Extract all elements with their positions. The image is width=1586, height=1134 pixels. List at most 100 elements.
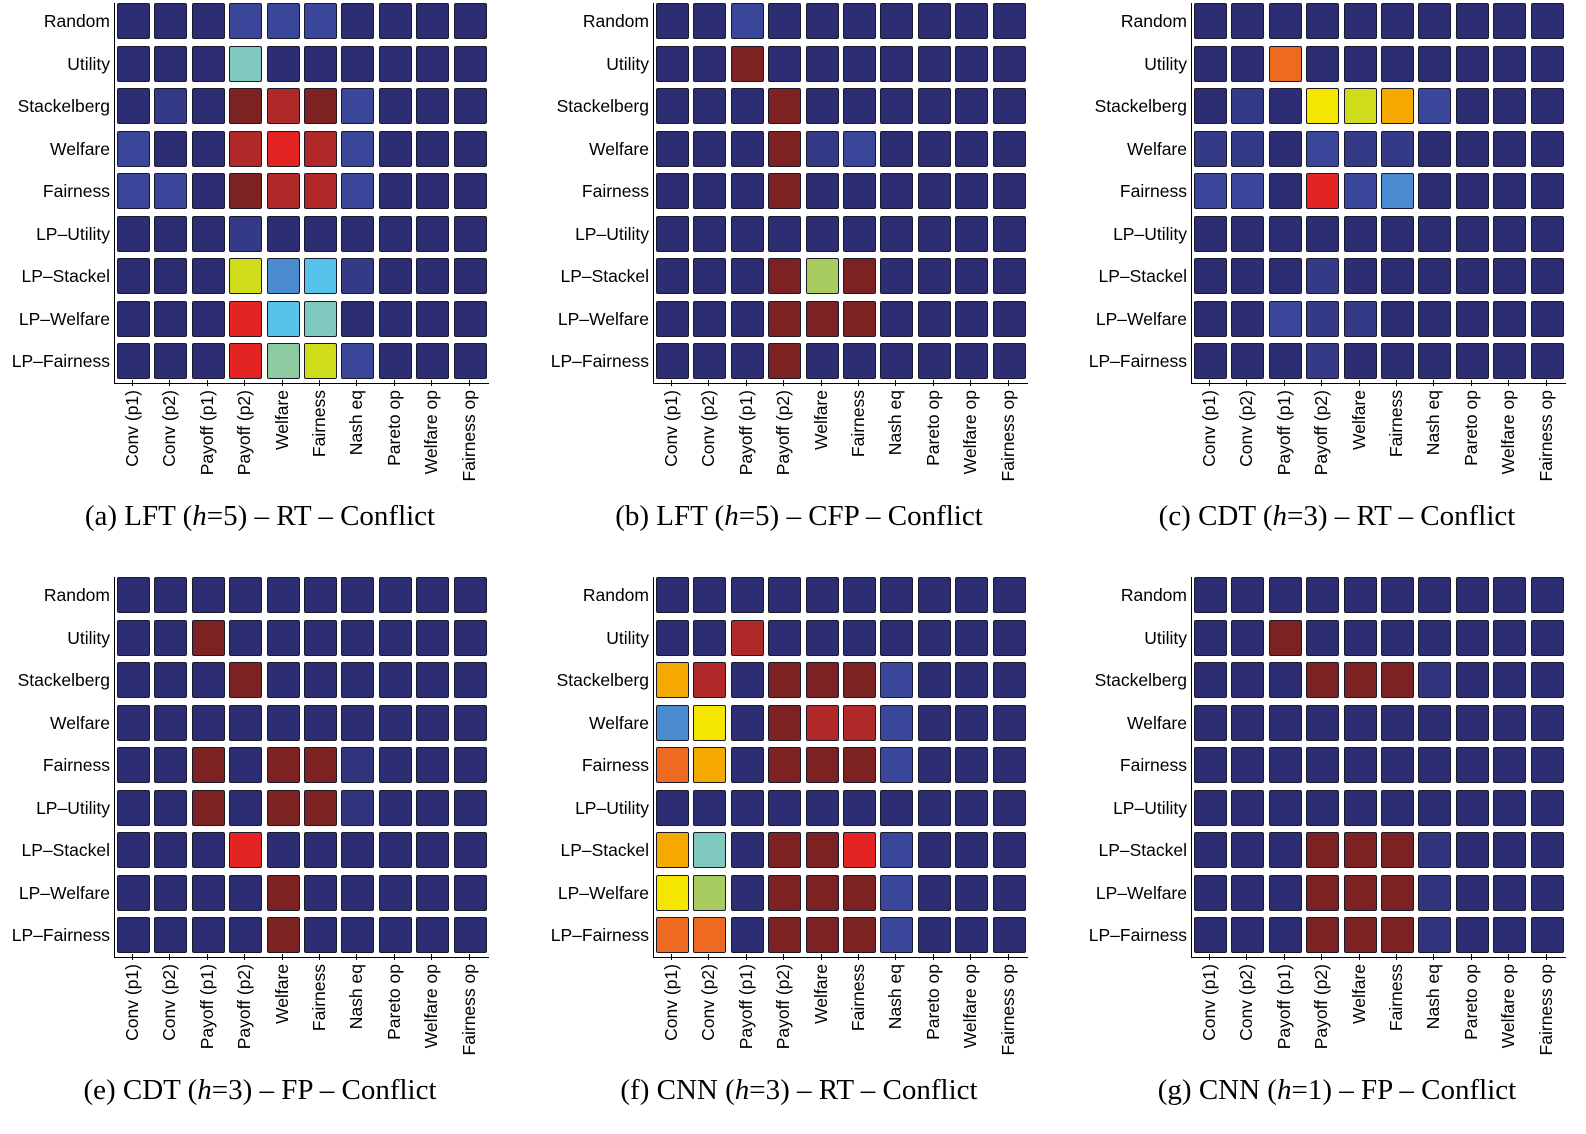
heatmap-cell [229,832,263,868]
heatmap-cell [880,832,914,868]
heatmap-cell [730,789,764,826]
col-label: Payoff (p1) [196,964,217,1050]
heatmap-cell [1231,300,1265,337]
heatmap-cell [304,173,337,209]
heatmap-cell [378,704,412,741]
heatmap-cell [1455,300,1489,337]
x-tick [244,380,246,386]
heatmap-cell [992,704,1026,741]
heatmap-cell [117,832,150,868]
row-label: Stackelberg [556,670,649,690]
heatmap-cell [992,747,1026,783]
heatmap-cell [266,704,300,741]
heatmap-cell [880,619,914,656]
col-label: Pareto op [383,964,404,1040]
row-label: LP–Stackel [560,840,649,860]
col-label: Fairness op [458,964,479,1056]
heatmap-cell [843,747,876,783]
caption-prefix: (g) CNN ( [1157,1074,1277,1106]
heatmap-cell [341,130,375,167]
heatmap-cell [191,173,225,209]
heatmap-cell [1493,45,1527,82]
heatmap-cell [1231,88,1265,124]
heatmap-cell [341,215,375,252]
row-label: Fairness [42,755,110,775]
heatmap-cell [1343,619,1377,656]
heatmap-cell [1381,45,1414,82]
heatmap-cell [730,874,764,911]
heatmap-cell [1268,3,1302,39]
row-label: LP–Utility [36,797,110,818]
heatmap-cell [843,874,876,911]
heatmap-cell [1268,130,1302,167]
heatmap-cell [917,3,951,39]
heatmap-cell [1455,832,1489,868]
heatmap-cell [191,215,225,252]
heatmap-cell [1194,215,1227,252]
heatmap-cell [1455,258,1489,294]
row-label: Stackelberg [1094,670,1187,690]
heatmap-panel: Random Utility Stackelberg Welfare Fairness L… [539,0,1069,560]
heatmap-cell [266,215,300,252]
heatmap-cell [917,215,951,252]
heatmap-cell [955,130,989,167]
row-label: LP–Utility [1113,223,1187,244]
heatmap-cell [805,45,839,82]
heatmap-cell [768,619,802,656]
heatmap-cell [1418,789,1452,826]
col-label: Payoff (p1) [1273,390,1294,476]
heatmap-cell [154,173,188,209]
heatmap-cell [453,343,487,379]
heatmap-cell [117,789,150,826]
heatmap-cell [917,832,951,868]
heatmap-cell [341,577,375,613]
heatmap-cell [1418,917,1452,953]
heatmap-cell [416,662,450,698]
heatmap-cell [266,832,300,868]
heatmap-cell [1455,88,1489,124]
heatmap-cell [378,88,412,124]
heatmap-cell [341,343,375,379]
row-label: Utility [67,627,110,648]
heatmap-cell [117,45,150,82]
heatmap-cell [843,832,876,868]
heatmap-cell [656,300,689,337]
heatmap-cell [1268,215,1302,252]
heatmap-cell [191,577,225,613]
heatmap-cell [117,300,150,337]
x-tick [895,954,897,960]
heatmap-cell [1418,832,1452,868]
x-tick [1209,380,1210,386]
x-tick [820,954,822,960]
x-tick [1007,954,1009,960]
x-tick [858,954,859,960]
row-label: LP–Utility [575,797,649,818]
heatmap-cell [378,874,412,911]
heatmap-cell [880,874,914,911]
heatmap-cell [1418,874,1452,911]
heatmap-cell [378,3,412,39]
x-tick [1470,954,1472,960]
heatmap-cell [191,789,225,826]
col-label: Fairness [1386,390,1406,458]
row-label: LP–Stackel [21,266,110,286]
col-label: Fairness op [997,390,1018,482]
heatmap-cell [805,258,839,294]
row-label: Random [43,11,110,31]
heatmap-cell [1268,343,1302,379]
heatmap-cell [229,215,263,252]
heatmap-cell [917,577,951,613]
x-tick [970,380,972,386]
row-label: Random [1120,585,1187,605]
heatmap-cell [304,343,337,379]
heatmap-cell [955,173,989,209]
row-label: Random [43,585,110,605]
row-label: LP–Welfare [557,882,649,903]
heatmap-cell [693,704,727,741]
heatmap-cell [656,789,689,826]
heatmap-cell [453,662,487,698]
col-label: Fairness [309,390,329,458]
heatmap-cell [917,789,951,826]
heatmap-cell [378,215,412,252]
heatmap-cell [416,747,450,783]
